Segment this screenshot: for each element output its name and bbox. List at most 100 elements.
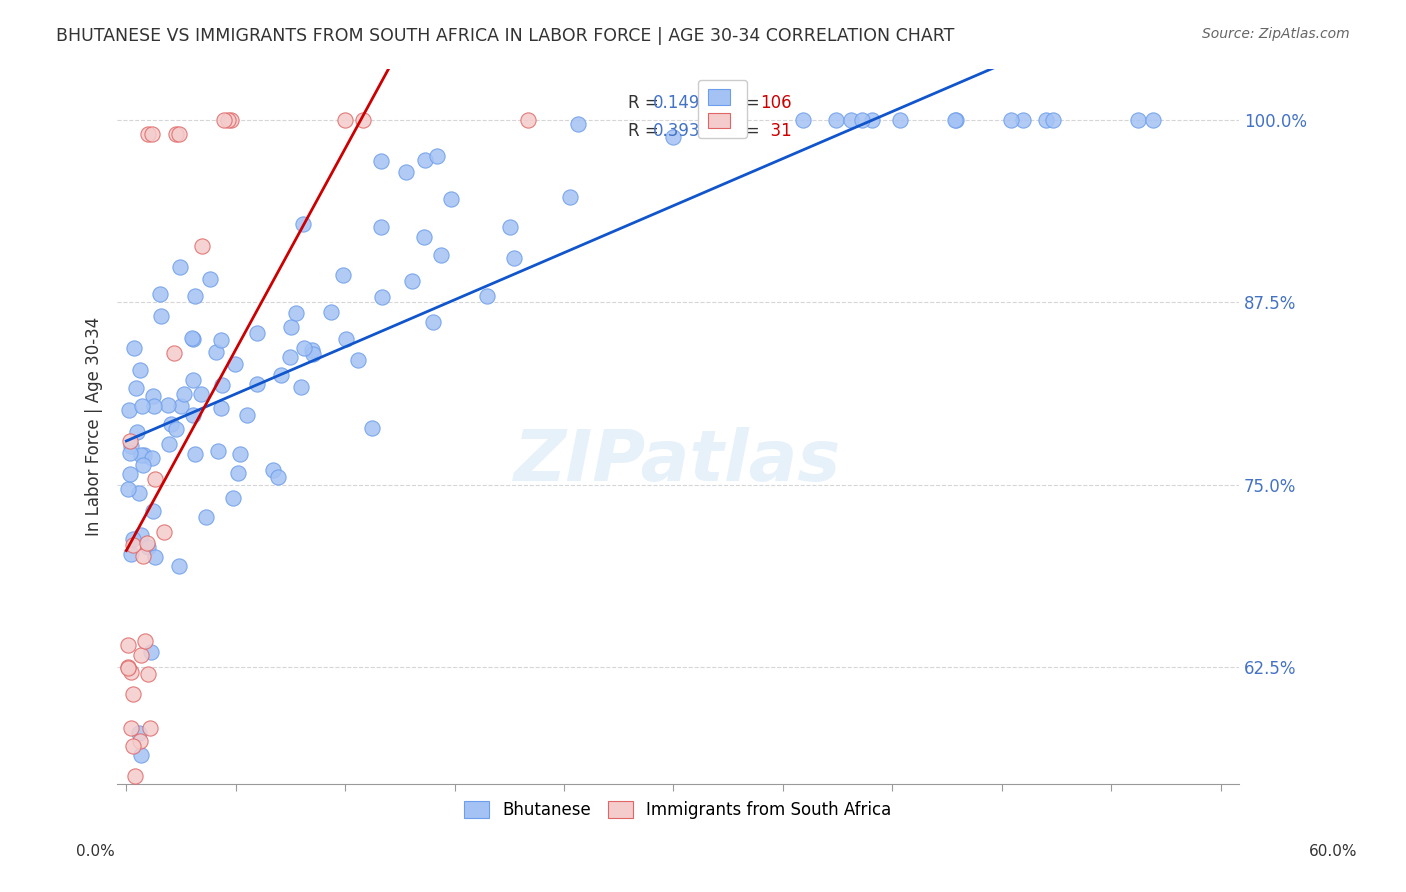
Immigrants from South Africa xyxy=(136,127,159,141)
Bhutanese xyxy=(371,290,394,304)
Bhutanese xyxy=(209,333,232,347)
Bhutanese xyxy=(1042,112,1064,127)
Bhutanese xyxy=(118,446,141,460)
Bhutanese xyxy=(184,289,207,303)
Text: 60.0%: 60.0% xyxy=(1309,845,1357,859)
Y-axis label: In Labor Force | Age 30-34: In Labor Force | Age 30-34 xyxy=(86,317,103,536)
Bhutanese xyxy=(292,217,315,231)
Immigrants from South Africa xyxy=(124,769,146,783)
Bhutanese xyxy=(792,112,814,127)
Bhutanese xyxy=(717,112,740,127)
Bhutanese xyxy=(194,509,217,524)
Bhutanese xyxy=(394,165,416,179)
Bhutanese xyxy=(229,447,252,461)
Text: 31: 31 xyxy=(759,122,792,140)
Bhutanese xyxy=(127,425,149,439)
Bhutanese xyxy=(824,112,846,127)
Bhutanese xyxy=(1142,112,1164,127)
Bhutanese xyxy=(142,400,165,414)
Bhutanese xyxy=(943,112,966,127)
Bhutanese xyxy=(477,289,499,303)
Bhutanese xyxy=(346,352,368,367)
Immigrants from South Africa xyxy=(153,525,176,540)
Bhutanese xyxy=(132,448,155,462)
Bhutanese xyxy=(662,130,685,145)
Immigrants from South Africa xyxy=(136,667,159,681)
Bhutanese xyxy=(120,547,142,561)
Bhutanese xyxy=(319,304,342,318)
Immigrants from South Africa xyxy=(117,660,139,674)
Text: 0.0%: 0.0% xyxy=(76,845,115,859)
Bhutanese xyxy=(278,351,301,365)
Bhutanese xyxy=(222,491,245,505)
Bhutanese xyxy=(1012,112,1035,127)
Immigrants from South Africa xyxy=(333,112,356,127)
Bhutanese xyxy=(128,725,150,739)
Bhutanese xyxy=(860,112,883,127)
Bhutanese xyxy=(228,466,250,480)
Bhutanese xyxy=(183,447,205,461)
Bhutanese xyxy=(117,482,139,496)
Immigrants from South Africa xyxy=(120,434,142,448)
Immigrants from South Africa xyxy=(143,472,166,486)
Bhutanese xyxy=(709,112,731,127)
Bhutanese xyxy=(246,326,269,340)
Bhutanese xyxy=(361,420,384,434)
Bhutanese xyxy=(839,112,862,127)
Immigrants from South Africa xyxy=(165,127,187,141)
Immigrants from South Africa xyxy=(167,127,190,141)
Bhutanese xyxy=(122,341,145,355)
Bhutanese xyxy=(180,331,202,345)
Bhutanese xyxy=(292,341,315,355)
Text: Source: ZipAtlas.com: Source: ZipAtlas.com xyxy=(1202,27,1350,41)
Bhutanese xyxy=(335,332,357,346)
Immigrants from South Africa xyxy=(136,536,159,550)
Immigrants from South Africa xyxy=(516,112,538,127)
Immigrants from South Africa xyxy=(212,112,235,127)
Text: 0.393: 0.393 xyxy=(654,122,700,140)
Bhutanese xyxy=(262,463,284,477)
Text: R =: R = xyxy=(627,122,664,140)
Bhutanese xyxy=(136,540,159,554)
Bhutanese xyxy=(224,357,246,371)
Text: 106: 106 xyxy=(759,94,792,112)
Bhutanese xyxy=(270,368,292,383)
Bhutanese xyxy=(129,449,152,463)
Bhutanese xyxy=(558,190,581,204)
Immigrants from South Africa xyxy=(121,665,143,679)
Immigrants from South Africa xyxy=(217,112,239,127)
Bhutanese xyxy=(149,287,172,301)
Bhutanese xyxy=(173,387,195,401)
Bhutanese xyxy=(430,247,453,261)
Bhutanese xyxy=(165,422,187,436)
Bhutanese xyxy=(157,436,180,450)
Immigrants from South Africa xyxy=(141,127,163,141)
Immigrants from South Africa xyxy=(121,538,143,552)
Immigrants from South Africa xyxy=(117,638,139,652)
Bhutanese xyxy=(149,309,172,323)
Bhutanese xyxy=(141,451,163,466)
Bhutanese xyxy=(246,376,269,391)
Text: R =: R = xyxy=(627,94,664,112)
Bhutanese xyxy=(129,528,152,542)
Bhutanese xyxy=(284,306,307,320)
Bhutanese xyxy=(205,345,228,359)
Bhutanese xyxy=(370,153,392,168)
Bhutanese xyxy=(503,251,526,265)
Bhutanese xyxy=(401,273,423,287)
Immigrants from South Africa xyxy=(129,733,152,747)
Bhutanese xyxy=(142,504,165,518)
Bhutanese xyxy=(183,332,205,346)
Text: ZIPatlas: ZIPatlas xyxy=(515,427,842,496)
Bhutanese xyxy=(945,112,967,127)
Bhutanese xyxy=(200,272,222,286)
Text: N =: N = xyxy=(728,122,761,140)
Immigrants from South Africa xyxy=(163,345,186,359)
Bhutanese xyxy=(332,268,354,283)
Bhutanese xyxy=(236,409,259,423)
Bhutanese xyxy=(889,112,911,127)
Bhutanese xyxy=(131,458,153,472)
Bhutanese xyxy=(169,260,191,274)
Bhutanese xyxy=(181,408,204,422)
Bhutanese xyxy=(301,347,323,361)
